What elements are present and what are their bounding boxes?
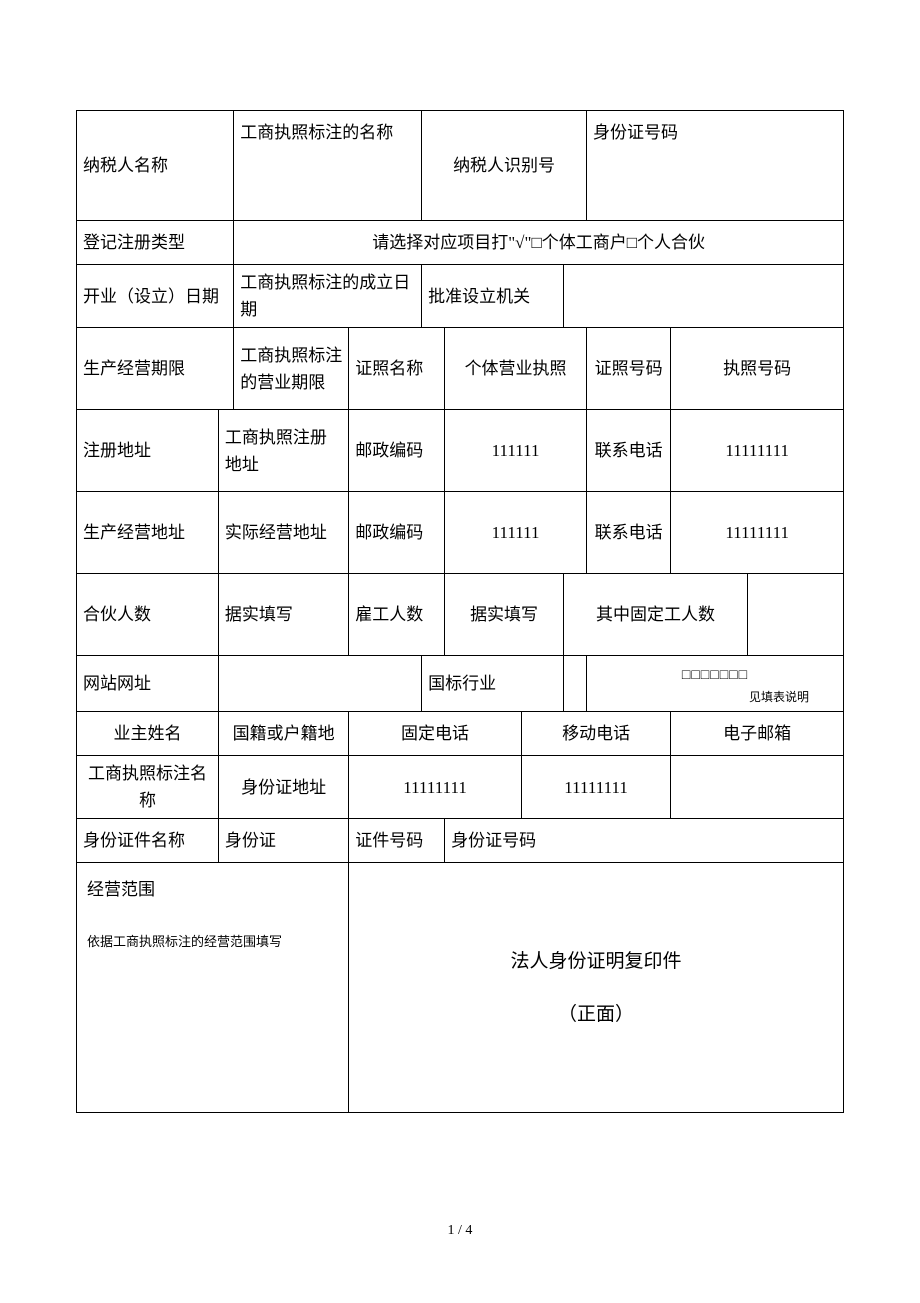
website-value [218, 656, 421, 712]
reg-addr-label: 注册地址 [77, 410, 219, 492]
scope-label: 经营范围 [87, 875, 338, 900]
partner-count-label: 合伙人数 [77, 574, 219, 656]
reg-addr-hint: 工商执照注册地址 [218, 410, 348, 492]
owner-name-value: 工商执照标注名称 [77, 755, 219, 818]
fixed-phone-header: 固定电话 [349, 711, 522, 755]
biz-addr-hint: 实际经营地址 [218, 492, 348, 574]
biz-phone-label: 联系电话 [587, 492, 671, 574]
fixed-phone-value: 11111111 [349, 755, 522, 818]
reg-postal-label: 邮政编码 [349, 410, 445, 492]
biz-postal-value: 111111 [445, 492, 587, 574]
scope-and-id-section: 经营范围 依据工商执照标注的经营范围填写 法人身份证明复印件 （正面） [76, 863, 844, 1113]
reg-phone-label: 联系电话 [587, 410, 671, 492]
nationality-header: 国籍或户籍地 [218, 711, 348, 755]
checkbox-row: □□□□□□□ [682, 668, 748, 683]
period-hint: 工商执照标注的营业期限 [234, 328, 349, 410]
id-copy-side: （正面） [558, 988, 634, 1041]
mobile-phone-header: 移动电话 [521, 711, 671, 755]
id-number-hint: 身份证号码 [587, 111, 844, 221]
id-copy-column: 法人身份证明复印件 （正面） [349, 863, 843, 1112]
website-label: 网站网址 [77, 656, 219, 712]
approve-org-label: 批准设立机关 [422, 265, 564, 328]
email-value [671, 755, 844, 818]
business-scope-column: 经营范围 依据工商执照标注的经营范围填写 [77, 863, 349, 1112]
owner-name-header: 业主姓名 [77, 711, 219, 755]
approve-org-value [564, 265, 844, 328]
page-number: 1 / 4 [0, 1223, 920, 1239]
cert-no-hint: 执照号码 [671, 328, 844, 410]
employee-hint: 据实填写 [445, 574, 564, 656]
taxpayer-id-label: 纳税人识别号 [422, 111, 587, 221]
fixed-worker-value [748, 574, 844, 656]
reg-postal-value: 111111 [445, 410, 587, 492]
id-copy-title: 法人身份证明复印件 [510, 935, 681, 988]
cert-name-value: 个体营业执照 [445, 328, 587, 410]
biz-license-name-hint: 工商执照标注的名称 [234, 111, 422, 221]
biz-postal-label: 邮政编码 [349, 492, 445, 574]
id-doc-label: 身份证件名称 [77, 819, 219, 863]
industry-boxes: □□□□□□□ 见填表说明 [587, 656, 844, 712]
mobile-phone-value: 11111111 [521, 755, 671, 818]
checkbox-sub: 见填表说明 [593, 688, 837, 707]
employee-label: 雇工人数 [349, 574, 445, 656]
email-header: 电子邮箱 [671, 711, 844, 755]
nationality-value: 身份证地址 [218, 755, 348, 818]
open-date-hint: 工商执照标注的成立日期 [234, 265, 422, 328]
partner-count-hint: 据实填写 [218, 574, 348, 656]
period-label: 生产经营期限 [77, 328, 234, 410]
doc-no-label: 证件号码 [349, 819, 445, 863]
scope-hint: 依据工商执照标注的经营范围填写 [87, 932, 338, 952]
biz-addr-label: 生产经营地址 [77, 492, 219, 574]
industry-label: 国标行业 [422, 656, 564, 712]
open-date-label: 开业（设立）日期 [77, 265, 234, 328]
reg-type-label: 登记注册类型 [77, 221, 234, 265]
biz-phone-value: 11111111 [671, 492, 844, 574]
reg-type-value: 请选择对应项目打"√"□个体工商户□个人合伙 [234, 221, 844, 265]
registration-form-table: 纳税人名称 工商执照标注的名称 纳税人识别号 身份证号码 登记注册类型 请选择对… [76, 110, 844, 863]
taxpayer-name-label: 纳税人名称 [77, 111, 234, 221]
fixed-worker-label: 其中固定工人数 [564, 574, 748, 656]
doc-no-value: 身份证号码 [445, 819, 844, 863]
cert-name-label: 证照名称 [349, 328, 445, 410]
reg-phone-value: 11111111 [671, 410, 844, 492]
industry-value [564, 656, 587, 712]
id-doc-value: 身份证 [218, 819, 348, 863]
cert-no-label: 证照号码 [587, 328, 671, 410]
